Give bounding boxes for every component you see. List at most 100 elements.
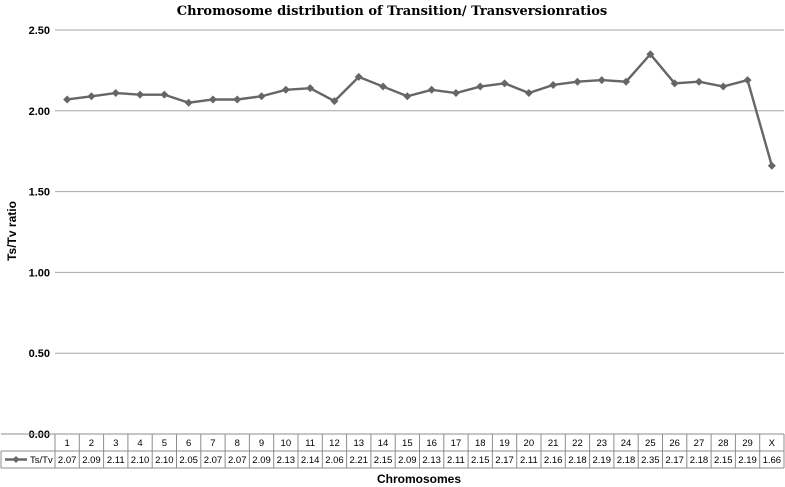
data-point (719, 82, 728, 91)
data-point (573, 77, 582, 86)
x-tick-label: 19 (499, 438, 510, 449)
gridlines (55, 29, 784, 354)
data-point (208, 95, 217, 104)
x-tick-label: 7 (210, 438, 215, 449)
x-tick-label: X (769, 438, 776, 449)
x-tick-label: 4 (137, 438, 142, 449)
data-point (160, 90, 169, 99)
x-tick-label: 21 (548, 438, 559, 449)
data-label: 2.10 (155, 455, 174, 466)
data-label: 2.16 (544, 455, 563, 466)
data-point (403, 92, 412, 101)
data-point (111, 89, 120, 98)
y-axis-ticks: 0.00 0.50 1.00 1.50 2.00 2.50 (29, 25, 50, 441)
data-table: 1 2 3 4 5 6 7 8 9 10 11 12 13 14 15 16 17 18 19 20 21 22 23 24 2… (0, 433, 785, 469)
x-axis-label: Chromosomes (377, 472, 461, 486)
y-axis-label: Ts/Tv ratio (5, 201, 19, 261)
data-label: 2.14 (301, 455, 320, 466)
x-tick-label: 28 (718, 438, 729, 449)
y-tick-label: 2.50 (29, 25, 50, 37)
data-label: 2.17 (495, 455, 514, 466)
data-point (549, 80, 558, 89)
x-tick-label: 6 (186, 438, 191, 449)
data-label: 2.10 (131, 455, 150, 466)
data-point (257, 92, 266, 101)
data-label: 2.07 (228, 455, 247, 466)
data-label: 1.66 (763, 455, 782, 466)
x-tick-label: 17 (451, 438, 462, 449)
y-tick-label: 0.50 (29, 348, 50, 360)
data-label: 2.07 (58, 455, 77, 466)
data-point (306, 84, 315, 93)
x-tick-label: 3 (113, 438, 118, 449)
x-tick-label: 5 (162, 438, 167, 449)
data-point (670, 79, 679, 88)
y-tick-label: 1.00 (29, 267, 50, 279)
data-label: 2.18 (568, 455, 587, 466)
x-tick-label: 24 (621, 438, 632, 449)
x-tick-label: 15 (402, 438, 413, 449)
data-point (281, 85, 290, 94)
data-label: 2.09 (398, 455, 417, 466)
x-tick-label: 9 (259, 438, 264, 449)
x-tick-label: 18 (475, 438, 486, 449)
y-tick-label: 1.50 (29, 187, 50, 199)
data-point (354, 72, 363, 81)
y-tick-label: 0.00 (29, 429, 50, 441)
x-tick-label: 1 (65, 438, 70, 449)
data-point (379, 82, 388, 91)
data-point (330, 97, 339, 106)
data-label: 2.11 (447, 455, 465, 466)
data-label: 2.15 (714, 455, 733, 466)
data-point (767, 161, 776, 170)
data-label: 2.11 (107, 455, 125, 466)
data-label: 2.09 (252, 455, 271, 466)
x-tick-label: 26 (669, 438, 680, 449)
series-ts-tv (63, 50, 776, 170)
data-label: 2.13 (277, 455, 296, 466)
data-point (597, 76, 606, 85)
data-point (451, 89, 460, 98)
chart-title: Chromosome distribution of Transition/ T… (177, 4, 607, 19)
data-label: 2.18 (690, 455, 709, 466)
data-label: 2.06 (325, 455, 344, 466)
data-point (427, 85, 436, 94)
data-label: 2.05 (179, 455, 198, 466)
x-tick-label: 2 (89, 438, 94, 449)
data-label: 2.21 (350, 455, 369, 466)
data-label: 2.13 (422, 455, 441, 466)
x-tick-label: 22 (572, 438, 583, 449)
data-label: 2.07 (204, 455, 223, 466)
x-tick-label: 16 (426, 438, 437, 449)
data-point (476, 82, 485, 91)
data-point (184, 98, 193, 107)
x-tick-label: 14 (378, 438, 389, 449)
data-point (694, 77, 703, 86)
x-tick-label: 8 (235, 438, 240, 449)
x-tick-label: 20 (524, 438, 535, 449)
data-label: 2.35 (641, 455, 660, 466)
data-label: 2.15 (374, 455, 393, 466)
data-point (500, 79, 509, 88)
x-tick-label: 10 (281, 438, 292, 449)
legend-entry: Ts/Tv (30, 455, 53, 466)
data-point (87, 92, 96, 101)
data-point (63, 95, 72, 104)
x-tick-label: 11 (305, 438, 315, 449)
x-tick-label: 25 (645, 438, 656, 449)
data-label: 2.15 (471, 455, 490, 466)
data-point (646, 50, 655, 59)
data-point (622, 77, 631, 86)
series-line (66, 52, 774, 167)
x-tick-label: 12 (329, 438, 340, 449)
data-point (524, 89, 533, 98)
data-label: 2.19 (593, 455, 612, 466)
data-label: 2.11 (520, 455, 538, 466)
x-tick-label: 13 (353, 438, 364, 449)
y-tick-label: 2.00 (29, 106, 50, 118)
x-tick-label: 23 (596, 438, 607, 449)
legend: Ts/Tv (5, 455, 53, 466)
x-tick-label: 27 (694, 438, 705, 449)
data-label: 2.09 (82, 455, 101, 466)
